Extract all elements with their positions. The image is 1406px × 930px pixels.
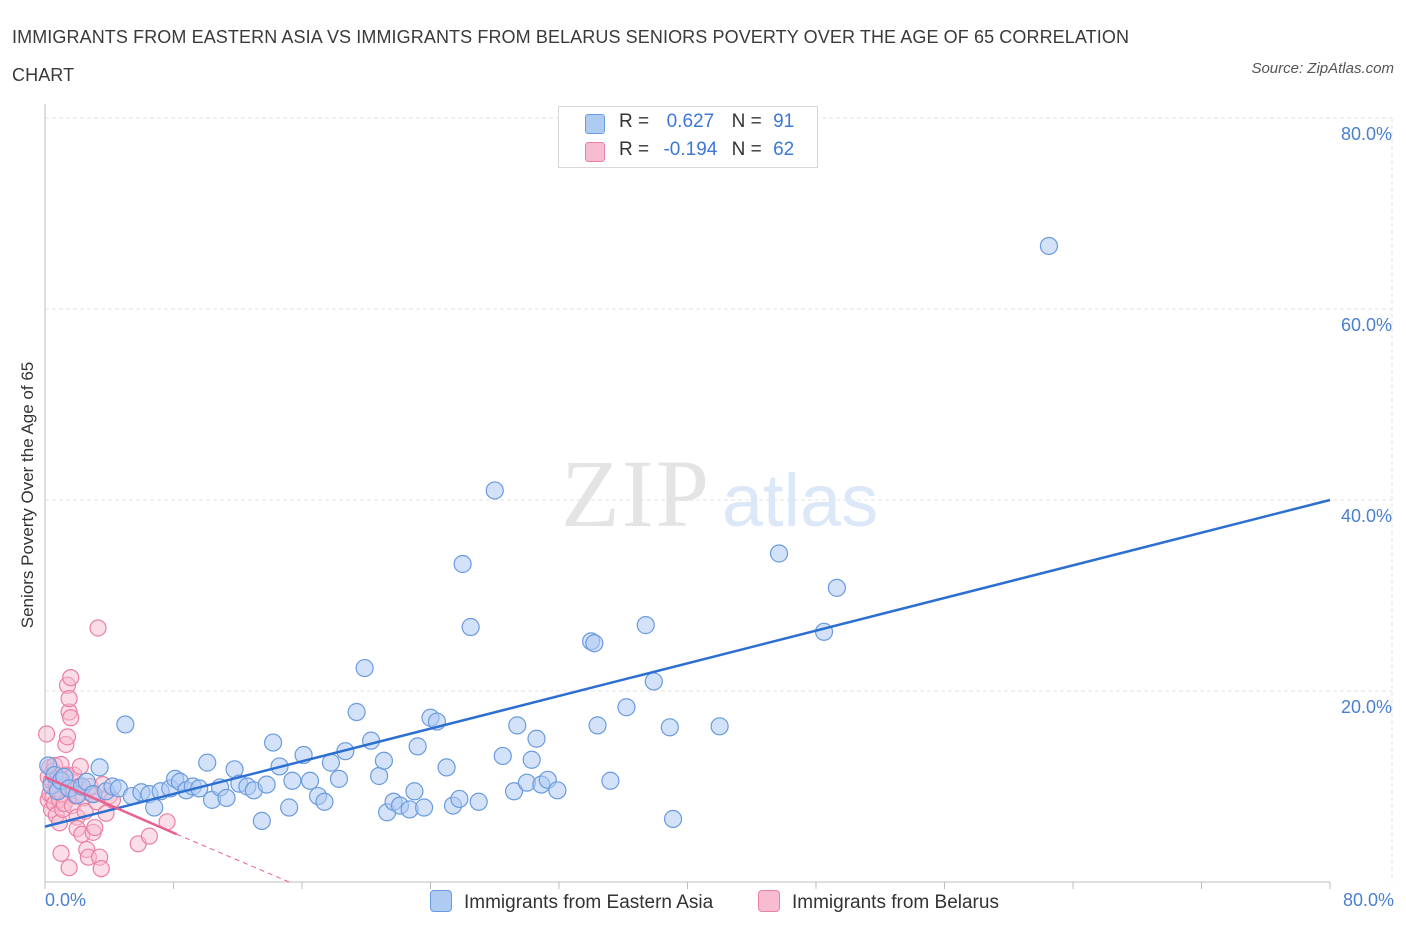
point-eastern-asia — [300, 771, 320, 790]
legend-r-label: R = — [619, 111, 650, 132]
point-eastern-asia — [485, 481, 504, 500]
point-eastern-asia — [280, 798, 299, 817]
point-eastern-asia — [644, 672, 663, 691]
point-eastern-asia — [453, 554, 472, 574]
point-eastern-asia — [90, 758, 109, 777]
point-eastern-asia — [408, 737, 427, 756]
source-label: Source: ZipAtlas.com — [1251, 60, 1394, 77]
point-eastern-asia — [769, 544, 789, 563]
point-eastern-asia — [601, 771, 620, 790]
point-belarus — [38, 725, 56, 743]
point-eastern-asia — [116, 715, 135, 734]
point-eastern-asia — [329, 769, 349, 788]
legend-n-label: N = — [731, 139, 762, 160]
point-eastern-asia — [527, 729, 546, 748]
point-eastern-asia — [663, 809, 683, 829]
watermark-atlas: atlas — [722, 459, 878, 542]
legend-n-value-belarus: 62 — [773, 139, 795, 160]
legend-n-value-eastern-asia: 91 — [773, 111, 795, 132]
point-belarus — [71, 757, 89, 776]
y-tick-label: 20.0% — [1341, 697, 1392, 717]
point-eastern-asia — [370, 766, 389, 786]
point-eastern-asia — [508, 716, 527, 735]
point-belarus — [60, 859, 78, 877]
point-eastern-asia — [710, 717, 729, 736]
legend-r-value-eastern-asia: 0.627 — [666, 111, 715, 132]
point-belarus — [86, 818, 104, 837]
point-belarus — [52, 844, 70, 862]
bottom-legend-label-belarus: Immigrants from Belarus — [792, 892, 999, 913]
x-tick-min: 0.0% — [45, 890, 87, 910]
bottom-legend-belarus: Immigrants from Belarus — [758, 890, 999, 914]
point-belarus — [60, 690, 78, 708]
legend-swatch-belarus — [585, 142, 605, 162]
point-eastern-asia — [504, 782, 524, 801]
y-tick-labels: 20.0% 40.0% 60.0% 80.0% — [1341, 124, 1392, 717]
point-eastern-asia — [461, 617, 480, 637]
point-eastern-asia — [361, 731, 381, 750]
y-tick-label: 60.0% — [1341, 315, 1392, 335]
y-tick-label: 40.0% — [1341, 506, 1392, 526]
point-eastern-asia — [198, 753, 217, 772]
point-eastern-asia — [548, 781, 567, 800]
point-eastern-asia — [283, 771, 302, 790]
point-eastern-asia — [374, 751, 394, 770]
point-eastern-asia — [636, 616, 655, 635]
point-eastern-asia — [493, 746, 512, 766]
point-eastern-asia — [263, 733, 283, 752]
point-eastern-asia — [522, 750, 541, 769]
grid-lines — [45, 117, 1393, 882]
point-eastern-asia — [827, 578, 846, 597]
chart-title: IMMIGRANTS FROM EASTERN ASIA VS IMMIGRAN… — [12, 27, 1130, 85]
series-eastern-asia-points — [39, 236, 1059, 830]
point-eastern-asia — [355, 658, 374, 678]
point-eastern-asia — [469, 792, 488, 811]
point-eastern-asia — [1039, 236, 1059, 256]
bottom-legend-swatch-eastern-asia — [430, 890, 452, 912]
stats-legend: R = 0.627 N = 91 R = -0.194 N = 62 — [558, 106, 818, 168]
point-belarus — [62, 709, 80, 727]
point-belarus — [89, 619, 107, 637]
legend-swatch-eastern-asia — [585, 114, 605, 134]
trend-lines — [44, 498, 1331, 883]
point-eastern-asia — [617, 698, 636, 717]
point-eastern-asia — [405, 782, 424, 801]
y-tick-label: 80.0% — [1341, 124, 1392, 144]
series-belarus-points — [38, 619, 176, 878]
x-tick-max: 80.0% — [1342, 890, 1394, 910]
point-belarus — [92, 860, 110, 878]
trend-line-belarus-extension — [176, 833, 290, 883]
axes — [44, 104, 1331, 889]
point-eastern-asia — [347, 702, 366, 722]
legend-n-label: N = — [731, 111, 762, 132]
watermark-zip: ZIP — [561, 440, 711, 547]
point-belarus — [140, 827, 159, 845]
trend-line-eastern-asia — [44, 498, 1331, 828]
point-belarus — [62, 669, 80, 687]
point-eastern-asia — [217, 788, 236, 808]
point-eastern-asia — [315, 792, 334, 811]
bottom-legend-eastern-asia: Immigrants from Eastern Asia — [430, 890, 713, 914]
point-eastern-asia — [414, 798, 434, 817]
point-belarus — [58, 728, 77, 746]
legend-r-value-belarus: -0.194 — [663, 139, 718, 160]
point-eastern-asia — [257, 775, 276, 794]
trend-line-belarus — [44, 775, 178, 836]
point-eastern-asia — [660, 718, 679, 737]
point-eastern-asia — [450, 789, 469, 809]
point-eastern-asia — [585, 634, 604, 653]
point-eastern-asia — [588, 716, 607, 735]
point-eastern-asia — [437, 758, 456, 777]
bottom-legend-swatch-belarus — [758, 890, 780, 912]
bottom-legend-label-eastern-asia: Immigrants from Eastern Asia — [464, 892, 714, 913]
point-eastern-asia — [252, 811, 271, 830]
legend-r-label: R = — [619, 139, 650, 160]
